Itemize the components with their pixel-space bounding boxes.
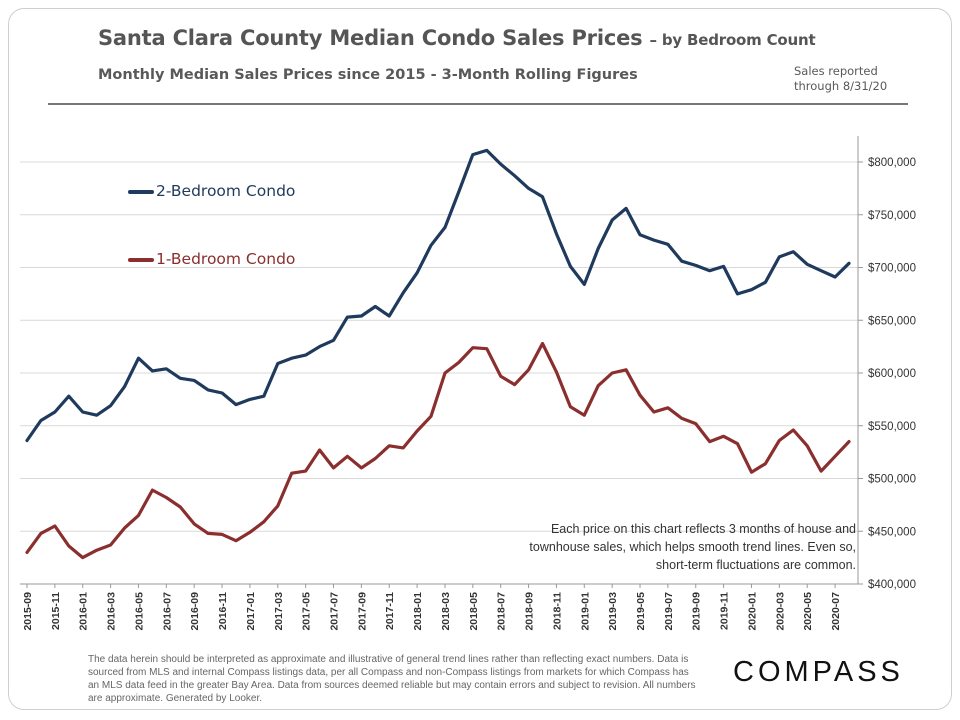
x-tick-label: 2015-11	[50, 592, 62, 630]
sales-reported-note: Sales reported through 8/31/20	[794, 64, 904, 94]
series-line-1-bedroom	[25, 341, 851, 560]
x-tick-label: 2015-09	[22, 592, 34, 631]
x-tick-label: 2020-05	[802, 592, 814, 631]
chart-note: Each price on this chart reflects 3 mont…	[529, 522, 856, 572]
legend-item-2-bedroom: 2-Bedroom Condo	[128, 182, 295, 200]
legend-item-1-bedroom: 1-Bedroom Condo	[128, 250, 295, 268]
legend-swatch-2-bedroom	[128, 189, 154, 194]
legend-label-2-bedroom: 2-Bedroom Condo	[156, 182, 296, 200]
x-tick-label: 2020-07	[830, 592, 842, 631]
chart-subtitle: Monthly Median Sales Prices since 2015 -…	[98, 67, 638, 83]
y-tick-label: $400,000	[868, 579, 916, 591]
slide-frame	[8, 8, 952, 710]
x-tick-label: 2019-01	[579, 592, 591, 631]
x-tick-label: 2019-07	[663, 592, 675, 631]
y-tick-label: $500,000	[868, 474, 916, 486]
x-tick-label: 2019-11	[719, 592, 731, 630]
legend-swatch-1-bedroom	[128, 257, 154, 262]
x-tick-label: 2019-09	[691, 592, 703, 631]
x-tick-label: 2019-03	[607, 592, 619, 631]
x-tick-label: 2018-05	[468, 592, 480, 631]
x-tick-label: 2017-03	[273, 592, 285, 631]
sales-reported-line1: Sales reported	[794, 64, 878, 78]
x-tick-label: 2016-11	[217, 592, 229, 630]
y-tick-label: $550,000	[868, 421, 916, 433]
chart-title: Santa Clara County Median Condo Sales Pr…	[98, 26, 816, 50]
y-tick-label: $450,000	[868, 526, 916, 538]
series-lines	[25, 148, 851, 560]
y-tick-label: $700,000	[868, 263, 916, 275]
x-tick-label: 2020-01	[746, 592, 758, 631]
x-tick-label: 2020-03	[774, 592, 786, 631]
header-divider	[48, 103, 908, 105]
disclaimer: The data herein should be interpreted as…	[88, 654, 696, 704]
y-tick-label: $600,000	[868, 368, 916, 380]
x-tick-label: 2017-09	[356, 592, 368, 631]
x-tick-label: 2016-09	[189, 592, 201, 631]
x-tick-label: 2018-03	[440, 592, 452, 631]
compass-logo: COMPASS	[733, 656, 904, 688]
x-tick-label: 2018-09	[524, 592, 536, 631]
sales-reported-line2: through 8/31/20	[794, 79, 888, 93]
series-line-2-bedroom	[25, 148, 851, 443]
legend-label-1-bedroom: 1-Bedroom Condo	[156, 250, 296, 268]
x-tick-label: 2018-01	[412, 592, 424, 631]
x-tick-label: 2018-11	[551, 592, 563, 630]
x-tick-labels: 2015-09 2015-11 2016-01 2016-03 2016-05 2016-…	[22, 592, 842, 631]
x-tick-label: 2016-03	[106, 592, 118, 631]
gridlines	[20, 161, 858, 532]
x-tick-label: 2017-07	[329, 592, 341, 631]
y-tick-label: $750,000	[868, 210, 916, 222]
axes	[20, 136, 863, 588]
y-tick-labels: $400,000 $450,000 $500,000 $550,000 $600,000…	[868, 157, 916, 591]
y-tick-label: $650,000	[868, 315, 916, 327]
y-tick-label: $800,000	[868, 157, 916, 169]
x-tick-label: 2016-01	[78, 592, 90, 631]
x-tick-label: 2016-07	[161, 592, 173, 631]
x-tick-label: 2017-11	[384, 592, 396, 630]
x-tick-label: 2017-01	[245, 592, 257, 631]
x-tick-label: 2018-07	[496, 592, 508, 631]
x-tick-label: 2017-05	[301, 592, 313, 631]
x-tick-label: 2019-05	[635, 592, 647, 631]
chart-title-suffix: – by Bedroom Count	[649, 31, 816, 49]
chart-title-main: Santa Clara County Median Condo Sales Pr…	[98, 26, 643, 50]
x-tick-label: 2016-05	[133, 592, 145, 631]
